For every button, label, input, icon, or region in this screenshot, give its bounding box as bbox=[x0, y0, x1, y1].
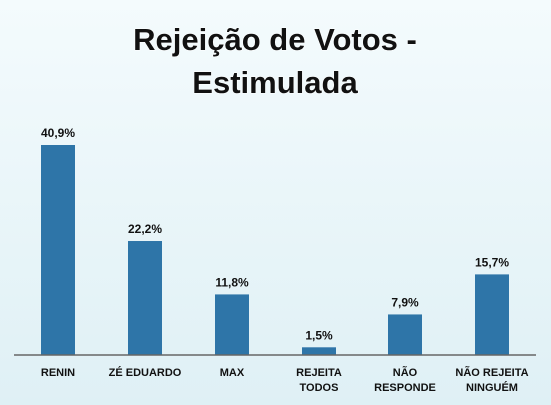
category-label-3-1: TODOS bbox=[300, 382, 339, 394]
bar-2 bbox=[215, 294, 249, 355]
labels-group: 40,9% RENIN 22,2% ZÉ EDUARDO 11,8% MAX 1,5% REJ… bbox=[41, 126, 529, 394]
value-label-4: 7,9% bbox=[391, 295, 419, 309]
category-label-5-1: NINGUÉM bbox=[466, 381, 518, 394]
bar-5 bbox=[475, 274, 509, 355]
category-label-1-0: ZÉ EDUARDO bbox=[109, 366, 182, 379]
category-label-4-1: RESPONDE bbox=[374, 382, 436, 394]
category-label-2-0: MAX bbox=[220, 367, 245, 379]
category-label-3-0: REJEITA bbox=[296, 367, 342, 379]
bar-0 bbox=[41, 145, 75, 355]
value-label-2: 11,8% bbox=[215, 275, 249, 289]
category-label-4-0: NÃO bbox=[393, 366, 418, 379]
value-label-0: 40,9% bbox=[41, 126, 75, 140]
chart-title-line-1: Rejeição de Votos - bbox=[133, 22, 417, 57]
value-label-3: 1,5% bbox=[305, 328, 333, 342]
bars-group bbox=[41, 145, 509, 355]
value-label-5: 15,7% bbox=[475, 255, 509, 269]
bar-4 bbox=[388, 314, 422, 355]
category-label-5-0: NÃO REJEITA bbox=[455, 366, 528, 379]
chart-title-line-2: Estimulada bbox=[192, 65, 358, 100]
bar-1 bbox=[128, 241, 162, 355]
category-label-0-0: RENIN bbox=[41, 367, 75, 379]
bar-3 bbox=[302, 347, 336, 355]
value-label-1: 22,2% bbox=[128, 222, 162, 236]
